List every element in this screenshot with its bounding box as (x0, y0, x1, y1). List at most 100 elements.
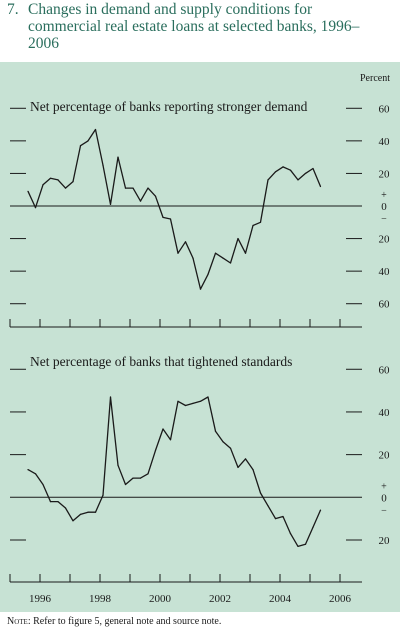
data-point (147, 473, 149, 475)
data-point (139, 200, 142, 202)
data-point (72, 181, 74, 183)
data-point (42, 483, 44, 486)
data-point (64, 507, 67, 509)
data-point (297, 179, 299, 181)
data-point (229, 447, 232, 449)
y-tick-label: 20 (379, 168, 391, 180)
data-point (259, 221, 262, 223)
data-point (229, 262, 232, 264)
data-point (312, 167, 314, 170)
x-tick-label: 2002 (209, 593, 231, 605)
y-tick-label: 40 (379, 266, 391, 278)
zero-minus-marker: − (381, 214, 387, 225)
y-tick-label: 20 (379, 450, 391, 462)
panel-title: Net percentage of banks that tightened s… (30, 354, 292, 369)
data-point (222, 257, 224, 259)
zero-plus-marker: + (381, 481, 387, 492)
data-point (117, 156, 119, 158)
y-tick-label: 20 (379, 535, 391, 547)
data-point (177, 400, 179, 402)
data-point (214, 430, 217, 432)
figure-number: 7. (7, 1, 19, 18)
data-point (139, 477, 142, 479)
data-point (132, 187, 134, 189)
data-point (124, 187, 127, 189)
data-point (267, 505, 269, 507)
data-point (72, 520, 74, 522)
series-line (27, 396, 322, 548)
data-point (289, 169, 292, 171)
y-tick-label: 60 (379, 364, 391, 376)
data-point (34, 207, 37, 209)
y-tick-label: 40 (379, 136, 391, 148)
data-point (222, 441, 224, 443)
x-tick-label: 1996 (29, 593, 52, 605)
data-point (102, 494, 104, 496)
x-tick-label: 2000 (149, 593, 172, 605)
y-tick-label: 60 (379, 299, 391, 311)
data-point (237, 466, 239, 468)
data-point (244, 252, 247, 254)
y-tick-label: 40 (379, 407, 391, 419)
data-point (154, 449, 157, 451)
footnote-text: Refer to figure 5, general note and sour… (33, 616, 222, 627)
data-point (147, 187, 149, 189)
data-point (252, 469, 254, 471)
data-point (57, 501, 59, 503)
data-point (109, 396, 112, 398)
footnote: Note: Refer to figure 5, general note an… (7, 616, 221, 627)
data-point (192, 402, 194, 404)
data-point (184, 241, 187, 243)
chart-background (0, 62, 400, 612)
data-point (319, 185, 322, 188)
data-point (259, 492, 262, 494)
data-point (207, 396, 209, 398)
data-point (109, 203, 112, 205)
data-point (169, 218, 172, 220)
data-point (34, 473, 37, 475)
y-tick-label: 60 (379, 103, 391, 115)
data-point (132, 477, 134, 479)
data-point (297, 545, 299, 548)
data-point (79, 145, 82, 147)
data-point (27, 469, 29, 471)
data-point (87, 140, 89, 142)
x-tick-label: 2004 (269, 593, 292, 605)
figure-title-text: Changes in demand and supply conditions … (28, 1, 360, 52)
x-tick-label: 1998 (89, 593, 112, 605)
data-point (49, 501, 52, 503)
data-point (27, 190, 29, 192)
data-point (282, 166, 284, 168)
data-point (162, 428, 164, 430)
data-point (79, 513, 82, 516)
data-point (94, 511, 97, 513)
data-point (117, 464, 119, 466)
data-point (304, 543, 307, 545)
data-point (252, 224, 254, 227)
y-tick-label: 0 (381, 201, 387, 213)
data-point (237, 238, 239, 240)
data-point (304, 172, 307, 174)
data-point (244, 458, 247, 460)
data-point (162, 216, 164, 218)
data-point (274, 171, 277, 173)
data-point (42, 184, 44, 186)
y-tick-label: 20 (379, 234, 391, 246)
series-line (27, 128, 322, 290)
data-point (49, 177, 52, 179)
unit-label: Percent (360, 73, 390, 84)
data-point (214, 252, 217, 254)
data-point (192, 257, 194, 259)
data-point (177, 252, 179, 254)
data-point (64, 187, 67, 189)
data-point (154, 195, 157, 197)
y-tick-label: 0 (381, 492, 387, 504)
data-point (102, 164, 104, 166)
data-point (274, 518, 277, 520)
data-point (94, 128, 97, 131)
data-point (57, 179, 59, 181)
zero-minus-marker: − (381, 505, 387, 516)
x-tick-label: 2006 (329, 593, 352, 605)
data-point (199, 288, 202, 290)
data-point (282, 515, 284, 518)
